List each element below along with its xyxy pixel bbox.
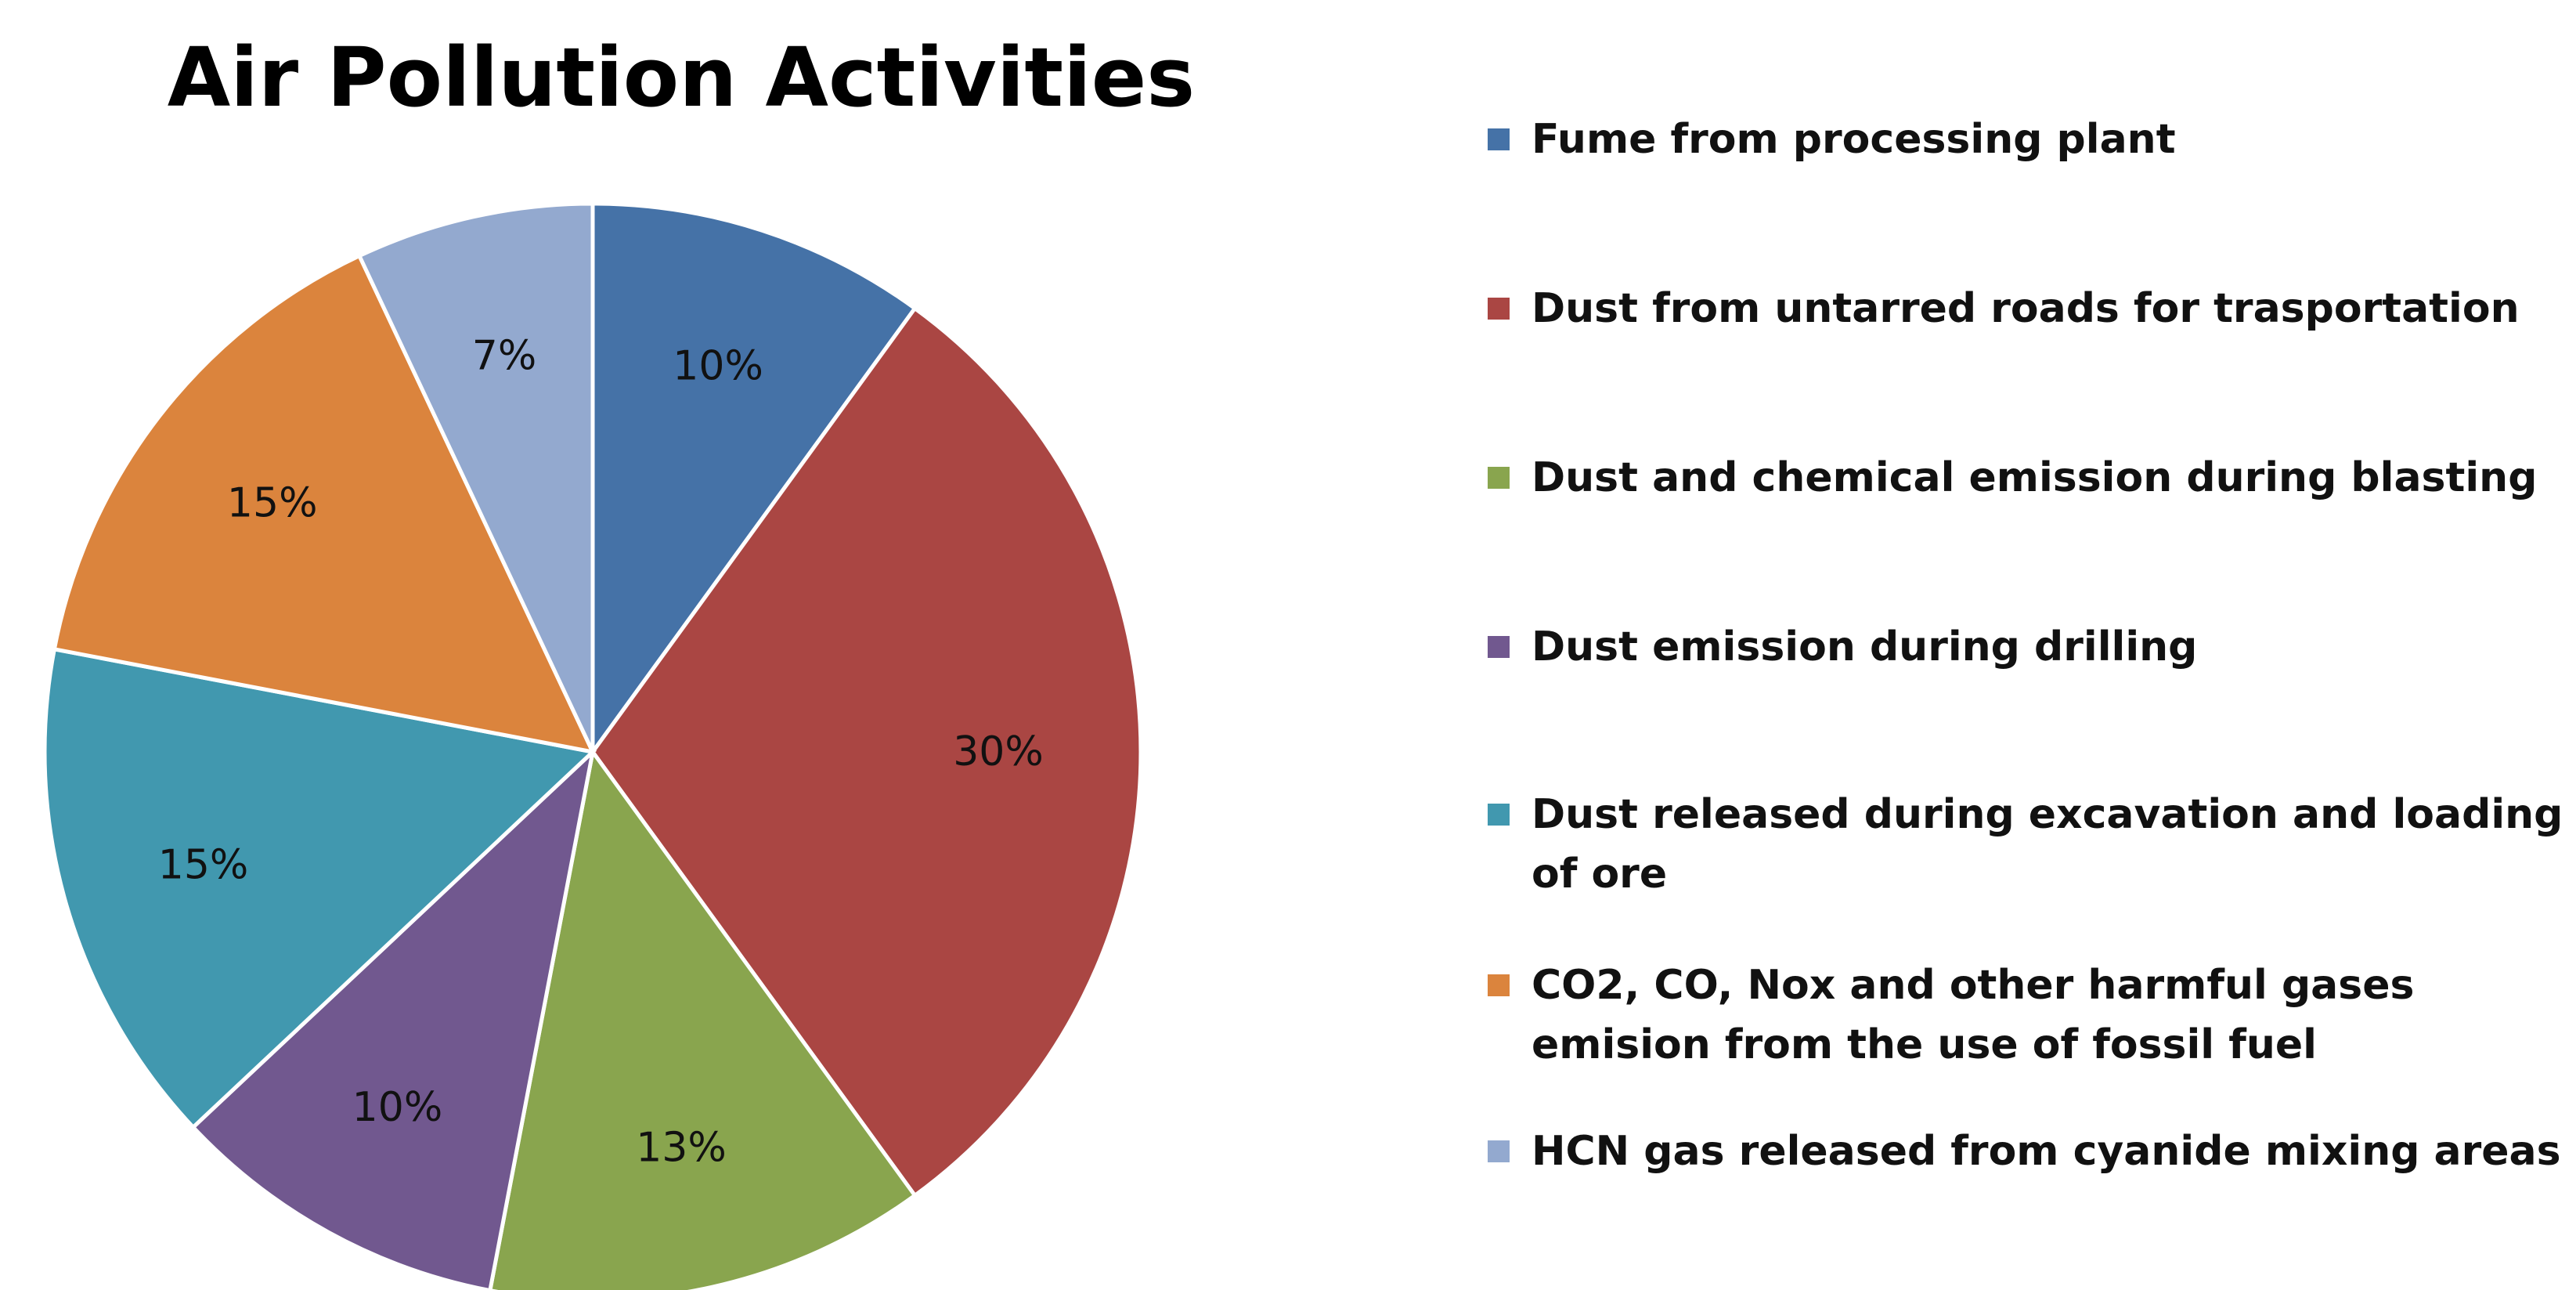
legend-label-1: Fume from processing plant xyxy=(1532,116,2176,163)
pie-slice-4 xyxy=(190,746,596,1290)
legend-swatch-4 xyxy=(1488,636,1510,658)
chart-legend: Fume from processing plant Dust from unta… xyxy=(1488,0,2568,1290)
legend-swatch-7 xyxy=(1488,1140,1510,1162)
legend-label-2: Dust from untarred roads for trasportati… xyxy=(1532,285,2520,332)
pie-slice-6 xyxy=(52,253,597,755)
legend-label-7: HCN gas released from cyanide mixing are… xyxy=(1532,1128,2561,1175)
slice-data-label-6: 15% xyxy=(227,480,318,527)
slice-data-label-2: 30% xyxy=(953,728,1044,775)
legend-swatch-2 xyxy=(1488,298,1510,320)
slice-data-label-4: 10% xyxy=(352,1084,443,1131)
legend-label-3: Dust and chemical emission during blasti… xyxy=(1532,454,2538,501)
pie-slice-7 xyxy=(356,201,595,753)
pie-chart: 10% 30% 13% 10% 15% 15% 7% xyxy=(42,201,1143,1290)
slice-data-label-1: 10% xyxy=(673,342,763,389)
pie-slice-1 xyxy=(590,201,918,758)
legend-label-5: Dust released during excavation and load… xyxy=(1532,791,2563,898)
pie-slice-2 xyxy=(590,305,1143,1198)
legend-label-6: CO2, CO, Nox and other harmful gases emi… xyxy=(1532,962,2415,1068)
legend-label-4: Dust emission during drilling xyxy=(1532,623,2198,670)
pie-slice-5 xyxy=(42,646,597,1130)
legend-swatch-5 xyxy=(1488,804,1510,826)
slice-data-label-3: 13% xyxy=(636,1125,727,1172)
chart-title: Air Pollution Activities xyxy=(167,30,1196,125)
legend-swatch-6 xyxy=(1488,974,1510,996)
slice-data-label-5: 15% xyxy=(158,842,249,889)
pie-slice-3 xyxy=(488,746,918,1290)
slice-data-label-7: 7% xyxy=(472,332,537,379)
legend-swatch-3 xyxy=(1488,467,1510,489)
legend-swatch-1 xyxy=(1488,128,1510,150)
